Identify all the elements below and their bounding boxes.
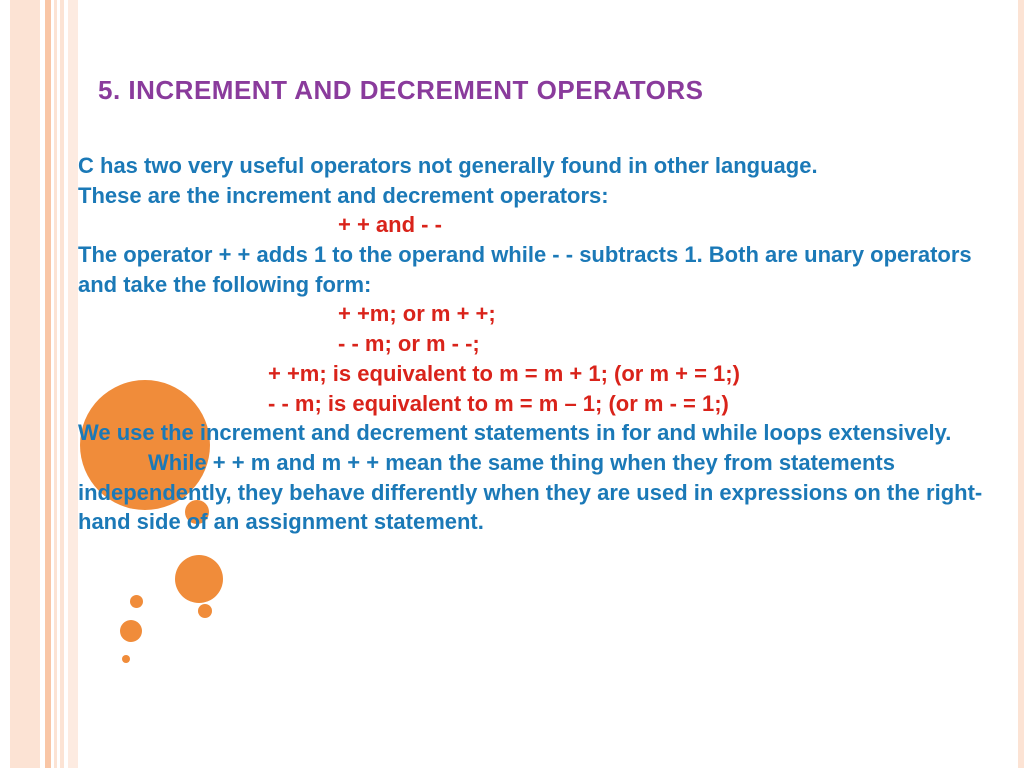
paragraph-5: While + + m and m + + mean the same thin… — [78, 448, 994, 537]
decorative-circle — [198, 604, 212, 618]
right-edge-decoration — [1018, 0, 1024, 768]
form-line-2: - - m; or m - -; — [78, 329, 994, 359]
operators-line: + + and - - — [78, 210, 994, 240]
paragraph-4: We use the increment and decrement state… — [78, 418, 994, 448]
paragraph-1: C has two very useful operators not gene… — [78, 151, 994, 181]
slide-content: 5. INCREMENT AND DECREMENT OPERATORS C h… — [78, 75, 994, 537]
equiv-line-1: + +m; is equivalent to m = m + 1; (or m … — [78, 359, 994, 389]
decorative-circle — [120, 620, 142, 642]
decorative-circle — [175, 555, 223, 603]
left-stripe-decoration — [0, 0, 80, 768]
paragraph-2: These are the increment and decrement op… — [78, 181, 994, 211]
decorative-circle — [130, 595, 143, 608]
paragraph-3: The operator + + adds 1 to the operand w… — [78, 240, 994, 299]
slide-body: C has two very useful operators not gene… — [78, 151, 994, 537]
slide-title: 5. INCREMENT AND DECREMENT OPERATORS — [98, 75, 994, 106]
decorative-circle — [122, 655, 130, 663]
equiv-line-2: - - m; is equivalent to m = m – 1; (or m… — [78, 389, 994, 419]
form-line-1: + +m; or m + +; — [78, 299, 994, 329]
